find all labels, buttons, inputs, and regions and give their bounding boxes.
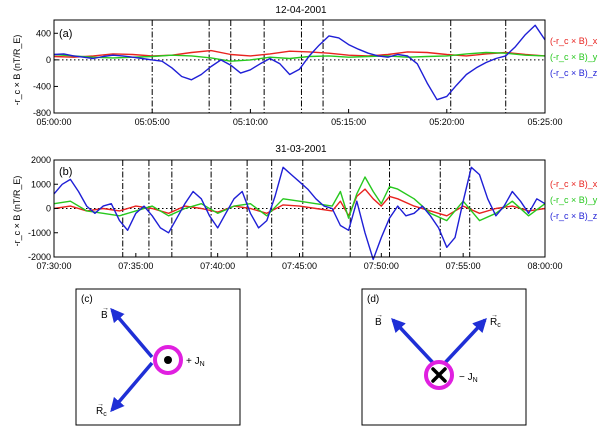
xtick-label-a-3: 05:15:00 (331, 117, 366, 127)
ytick-label-a-0: -800 (33, 108, 51, 118)
xtick-label-b-1: 07:35:00 (118, 261, 153, 271)
xtick-label-b-6: 08:00:00 (527, 261, 562, 271)
vector-rc-sub-d: c (497, 322, 501, 329)
cross-icon (431, 367, 447, 383)
ytick-label-b-2: 0 (46, 204, 51, 214)
ytick-label-b-1: -1000 (28, 228, 51, 238)
chart-b-panel-label: (b) (59, 166, 72, 178)
xtick-label-a-5: 05:25:00 (527, 117, 562, 127)
diagram-c-label: (c) (81, 294, 93, 305)
xtick-label-b-3: 07:45:00 (282, 261, 317, 271)
diagram-c: (c) B → Rc → + JN (75, 288, 241, 426)
current-main-c: + J (186, 356, 200, 367)
vector-rc-main-d: R (490, 317, 497, 328)
vector-b-arrow-d (391, 317, 438, 368)
xtick-label-b-4: 07:50:00 (364, 261, 399, 271)
ytick-label-a-1: -400 (33, 81, 51, 91)
xtick-label-b-0: 07:30:00 (36, 261, 71, 271)
ytick-label-a-2: 0 (46, 55, 51, 65)
current-sub-c: N (200, 361, 205, 368)
ytick-label-b-3: 1000 (31, 179, 51, 189)
chart-panel-a: 12-04-2001 (a) -r_c × B (nT/R_E) -800 -40… (12, 5, 598, 127)
vector-b-label-c: B (101, 310, 108, 321)
xtick-label-b-5: 07:55:00 (446, 261, 481, 271)
xtick-label-a-4: 05:20:00 (429, 117, 464, 127)
series-a-z (53, 24, 546, 101)
series-a-x (53, 49, 546, 58)
chart-b-title: 31-03-2001 (275, 144, 327, 155)
vector-rc-arrow-d (440, 317, 487, 368)
xtick-label-b-2: 07:40:00 (200, 261, 235, 271)
vector-rc-sub-c: c (103, 411, 107, 418)
vector-rc-arrow-mark-c: → (97, 401, 104, 408)
vector-rc-arrow-c (110, 361, 154, 413)
vector-b-label-d: B (375, 317, 382, 328)
chart-a-title: 12-04-2001 (275, 5, 327, 16)
vector-b-arrow-mark-c: → (102, 305, 109, 312)
xtick-label-a-1: 05:05:00 (135, 117, 170, 127)
ytick-label-b-0: -2000 (28, 252, 51, 262)
legend-b-y: (-r_c × B)_y (550, 195, 598, 205)
current-label-d: − JN (459, 372, 478, 384)
chart-b-ylabel: -r_c × B (nT/R_E) (12, 176, 22, 247)
ytick-label-a-3: 400 (36, 28, 51, 38)
vector-rc-arrow-mark-d: → (491, 312, 498, 319)
diagram-d-frame (361, 288, 527, 426)
vector-b-arrow-c (110, 307, 154, 359)
diagram-d: (d) B → Rc → − JN (361, 288, 527, 426)
vector-rc-label-d: Rc (490, 317, 501, 329)
chart-a-panel-label: (a) (59, 28, 72, 40)
ytick-label-b-4: 2000 (31, 155, 51, 165)
legend-a-y: (-r_c × B)_y (550, 52, 598, 62)
current-sub-d: N (473, 377, 478, 384)
legend-b-x: (-r_c × B)_x (550, 179, 598, 189)
current-main-d: − J (459, 372, 473, 383)
legend-a-z: (-r_c × B)_z (550, 68, 598, 78)
series-b-z (53, 166, 546, 261)
current-label-c: + JN (186, 356, 205, 368)
series-b-y (53, 176, 546, 222)
chart-a-ylabel: -r_c × B (nT/R_E) (12, 35, 22, 106)
legend-b-z: (-r_c × B)_z (550, 211, 598, 221)
xtick-label-a-2: 05:10:00 (233, 117, 268, 127)
chart-panel-b: 31-03-2001 (b) -r_c × B (nT/R_E) -2000 -1… (12, 144, 598, 271)
chart-a-frame (53, 19, 546, 114)
dot-icon (164, 356, 172, 364)
xtick-label-a-0: 05:00:00 (36, 117, 71, 127)
vector-rc-main-c: R (96, 406, 103, 417)
legend-a-x: (-r_c × B)_x (550, 36, 598, 46)
vector-b-arrow-mark-d: → (376, 312, 383, 319)
diagram-d-label: (d) (367, 294, 379, 305)
vector-rc-label-c: Rc (96, 406, 107, 418)
